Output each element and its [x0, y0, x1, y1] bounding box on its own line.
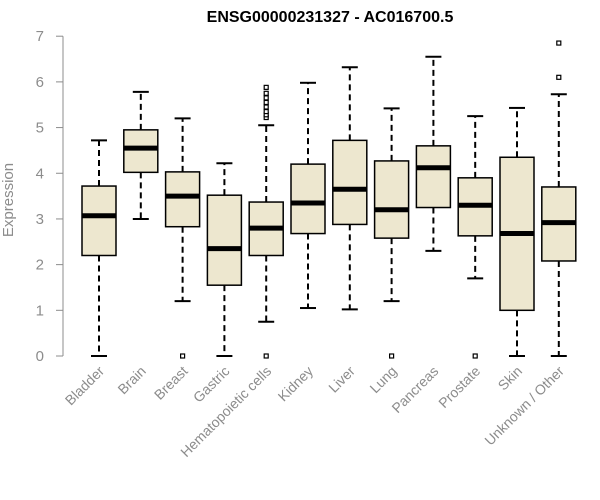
y-tick-label: 6	[36, 74, 44, 91]
y-axis-ticks: 0 1 2 3 4 5 6 7	[36, 28, 63, 365]
outlier-point	[263, 90, 269, 96]
interquartile-box	[415, 145, 452, 209]
x-tick-label: Breast	[151, 363, 191, 403]
x-tick-label: Brain	[114, 363, 148, 397]
interquartile-box	[164, 171, 201, 228]
box-prostate	[457, 115, 493, 359]
outlier-point	[263, 99, 269, 106]
outlier-point	[263, 84, 269, 90]
outlier-point	[389, 353, 395, 359]
box-hematopoietic-cells	[248, 84, 284, 359]
box-lung	[373, 107, 410, 359]
box-liver	[332, 66, 368, 311]
interquartile-box	[332, 139, 368, 226]
box-bladder	[81, 139, 117, 357]
interquartile-box	[290, 163, 326, 235]
y-tick-label: 0	[36, 348, 44, 365]
outlier-point	[263, 353, 269, 359]
box-gastric	[206, 162, 243, 357]
x-tick-label: Prostate	[435, 363, 483, 411]
box-unknown-other	[541, 40, 577, 357]
chart-title: ENSG00000231327 - AC016700.5	[207, 9, 454, 26]
x-tick-label: Lung	[366, 363, 399, 396]
y-tick-label: 3	[36, 211, 44, 228]
box-pancreas	[415, 55, 452, 252]
x-tick-label: Skin	[495, 363, 526, 394]
y-tick-label: 5	[36, 120, 44, 137]
y-tick-label: 4	[36, 165, 44, 182]
x-tick-label: Bladder	[62, 363, 108, 409]
outlier-point	[472, 353, 478, 359]
outlier-point	[556, 40, 562, 46]
y-tick-label: 1	[36, 302, 44, 319]
outlier-point	[180, 353, 186, 359]
x-tick-label: Kidney	[275, 363, 317, 405]
interquartile-box	[81, 185, 117, 257]
x-tick-label: Unknown / Other	[481, 363, 567, 449]
y-tick-label: 2	[36, 257, 44, 274]
outlier-point	[263, 95, 269, 101]
box-series	[81, 40, 577, 359]
box-brain	[123, 90, 159, 220]
y-tick-label: 7	[36, 28, 44, 45]
box-kidney	[290, 81, 326, 310]
outlier-point	[556, 74, 562, 80]
y-axis-label: Expression	[0, 163, 17, 237]
outlier-point	[263, 108, 269, 115]
box-skin	[499, 106, 535, 357]
interquartile-box	[373, 160, 410, 239]
box-breast	[164, 117, 201, 359]
x-tick-label: Liver	[325, 363, 358, 396]
interquartile-box	[206, 194, 243, 286]
outlier-point	[263, 104, 269, 110]
interquartile-box	[123, 129, 159, 174]
